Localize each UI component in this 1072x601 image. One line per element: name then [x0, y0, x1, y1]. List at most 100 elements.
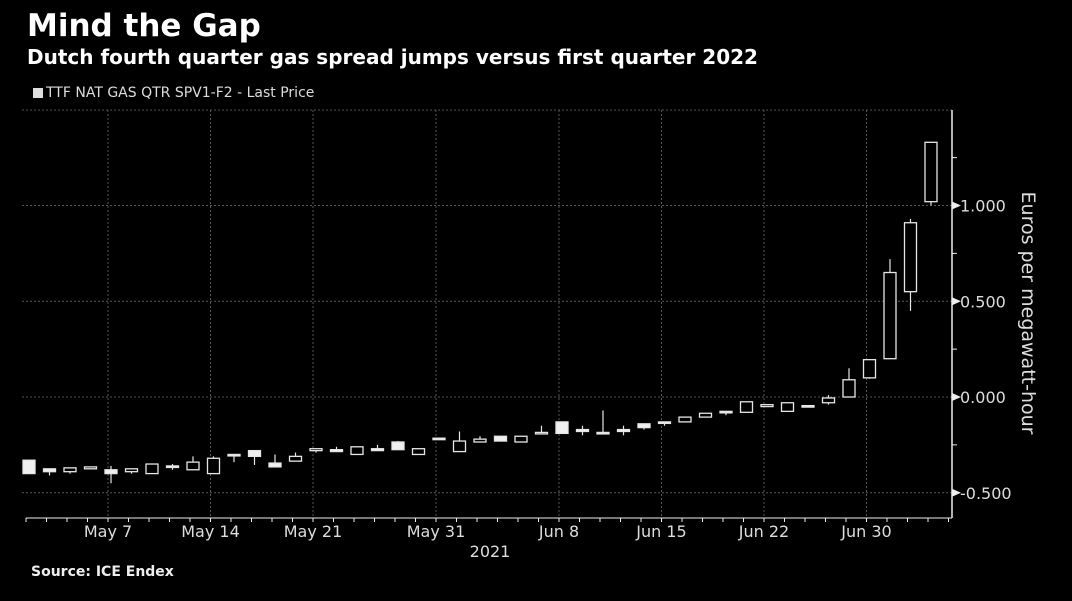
candle-body-down [268, 462, 282, 468]
candle-body-up [83, 466, 98, 470]
x-tick-label: Jun 22 [738, 522, 789, 541]
candle-body-up [534, 431, 549, 435]
y-tick-marker [952, 201, 961, 210]
candle [514, 435, 528, 443]
x-tick-label: May 31 [407, 522, 466, 541]
candle [186, 456, 200, 471]
y-tick-label: 0.000 [960, 388, 1006, 407]
y-tick-marker [952, 488, 961, 497]
candle [268, 454, 282, 468]
candle [637, 423, 651, 430]
x-tick-label: May 7 [84, 522, 132, 541]
candle [350, 446, 364, 456]
legend-label: TTF NAT GAS QTR SPV1-F2 - Last Price [46, 85, 315, 101]
candle [678, 416, 692, 423]
candle-body-down [657, 421, 672, 425]
candle [309, 448, 323, 453]
candle-body-up [739, 401, 754, 413]
candle-body-up [186, 461, 200, 471]
candle-body-down [493, 435, 508, 442]
candle-body-up [452, 440, 467, 453]
candle-body-up [862, 359, 877, 379]
candle-body-down [637, 423, 651, 429]
candle-body-up [698, 412, 713, 418]
candle [473, 436, 487, 443]
candle [780, 402, 795, 413]
candle [575, 425, 590, 436]
candle [124, 468, 139, 474]
candle [719, 410, 733, 416]
candle [42, 468, 57, 476]
candle [83, 466, 98, 470]
x-tick-label: Jun 30 [840, 522, 891, 541]
x-tick-label: May 14 [181, 522, 240, 541]
candle [555, 421, 569, 435]
candle-body-up [309, 448, 323, 452]
candle [657, 421, 672, 426]
candle [165, 464, 180, 470]
candle [22, 459, 36, 475]
candle-body-down [432, 437, 446, 441]
candle [391, 441, 405, 451]
candle [698, 412, 713, 418]
y-tick-marker [952, 297, 961, 306]
y-tick-label: 0.500 [960, 292, 1006, 311]
candle-body-up [206, 457, 221, 475]
candle-body-down [227, 453, 241, 457]
candle [842, 368, 856, 398]
source-note: Source: ICE Endex [31, 564, 174, 580]
chart-subtitle: Dutch fourth quarter gas spread jumps ve… [27, 45, 758, 69]
candle [883, 259, 897, 360]
candle-body-up [288, 455, 303, 462]
candle [493, 435, 508, 442]
candle-body-up [842, 379, 856, 398]
candle [534, 425, 549, 435]
candle [247, 449, 262, 465]
candle [104, 465, 118, 484]
candle-body-up [350, 446, 364, 456]
candle [206, 456, 221, 475]
candle-body-down [104, 469, 118, 475]
candle [596, 410, 610, 435]
candle-body-up [780, 402, 795, 413]
candle-body-down [391, 441, 405, 451]
candle-body-down [616, 428, 631, 433]
candle-body-down [165, 465, 180, 469]
candle [452, 431, 467, 453]
candle-body-up [63, 467, 77, 473]
candle-body-down [329, 449, 344, 453]
candle [288, 452, 303, 462]
chart-title: Mind the Gap [27, 8, 261, 44]
x-axis-year: 2021 [470, 542, 511, 561]
candle-body-up [678, 416, 692, 423]
candle-body-down [596, 431, 610, 435]
candle-body-down [555, 421, 569, 435]
candle [329, 446, 344, 453]
candle-body-down [42, 468, 57, 473]
candle-body-up [821, 397, 836, 404]
legend: TTF NAT GAS QTR SPV1-F2 - Last Price [33, 85, 314, 101]
candle [411, 448, 426, 456]
x-tick-label: May 21 [284, 522, 343, 541]
candle [227, 453, 241, 463]
y-tick-label: 1.000 [960, 197, 1006, 216]
candle [63, 467, 77, 474]
candle [801, 404, 815, 408]
candle-body-down [247, 449, 262, 458]
candle-body-up [883, 271, 897, 360]
x-tick-label: Jun 15 [635, 522, 686, 541]
candle-body-down [801, 404, 815, 408]
y-tick-label: -0.500 [960, 484, 1012, 503]
candle [370, 444, 385, 452]
candle-body-down [575, 428, 590, 433]
candle-body-up [411, 448, 426, 456]
candle [821, 395, 836, 405]
candle [903, 218, 918, 311]
candle-body-down [370, 448, 385, 452]
candle-body-up [145, 463, 159, 475]
candle-body-up [924, 141, 938, 203]
candle [760, 404, 774, 408]
candle-body-up [473, 438, 487, 443]
candle-body-down [719, 410, 733, 414]
candle [862, 359, 877, 379]
